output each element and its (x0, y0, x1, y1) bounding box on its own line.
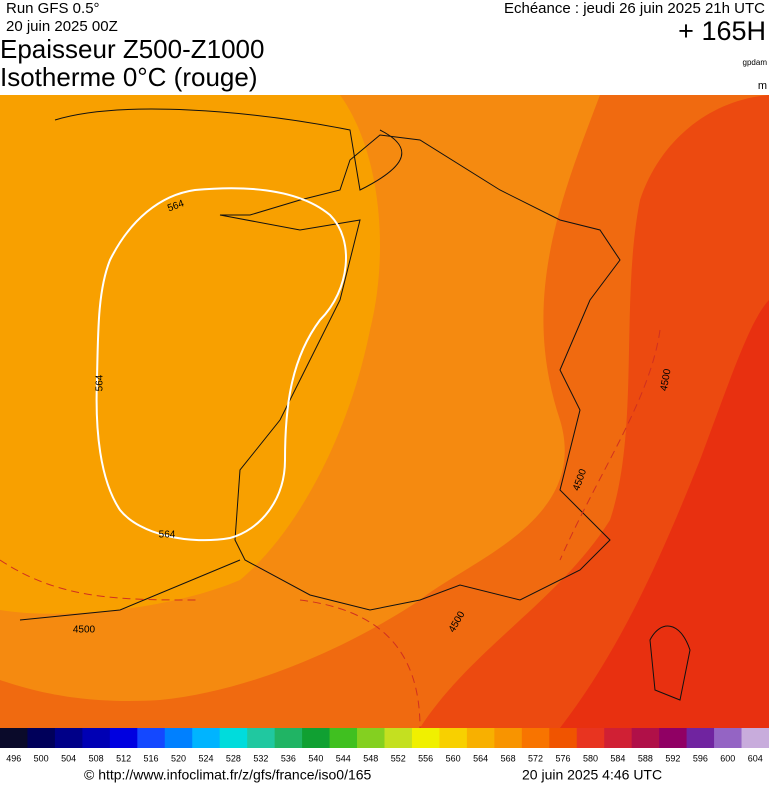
color-swatch (109, 728, 138, 748)
subtitle: Isotherme 0°C (rouge) (0, 62, 258, 92)
color-swatch (192, 728, 221, 748)
color-swatch (494, 728, 523, 748)
color-swatch (302, 728, 331, 748)
colorbar-label: 576 (556, 753, 571, 763)
color-swatch (0, 728, 28, 748)
color-swatch (686, 728, 715, 748)
colorbar-label: 504 (61, 753, 76, 763)
field (560, 300, 769, 728)
colorbar-label: 572 (528, 753, 543, 763)
colorbar-label: 540 (308, 753, 323, 763)
contour-label: 4500 (659, 368, 674, 392)
colorbar-label: 512 (116, 753, 131, 763)
color-swatch (576, 728, 605, 748)
colorbar-label: 520 (171, 753, 186, 763)
isotherm (0, 329, 661, 729)
colorbar-label: 532 (253, 753, 268, 763)
color-swatch (274, 728, 303, 748)
colorbar-label: 516 (144, 753, 159, 763)
field (0, 95, 380, 614)
coastline (19, 108, 691, 701)
color-swatch (329, 728, 358, 748)
run-date: 20 juin 2025 00Z (6, 18, 118, 35)
contour-label: 564 (159, 530, 176, 541)
color-swatch (659, 728, 688, 748)
color-swatch (357, 728, 385, 748)
color-swatch (164, 728, 193, 748)
contour-label: 4500 (73, 625, 96, 636)
colorbar-label: 496 (6, 753, 21, 763)
run: Run GFS 0.5° (6, 0, 100, 17)
color-swatch (247, 728, 276, 748)
color-swatch (82, 728, 111, 748)
colorbar-label: 584 (610, 753, 625, 763)
color-swatch (137, 728, 166, 748)
color-swatch (631, 728, 660, 748)
color-swatch (549, 728, 578, 748)
map: 564 564 564 4500 4500 4500 4500 (0, 95, 769, 729)
colorbar-label: 580 (583, 753, 598, 763)
colorbar-label: 596 (693, 753, 708, 763)
colorbar-label: 508 (89, 753, 104, 763)
unit: m (758, 80, 767, 92)
generated-time: 20 juin 2025 4:46 UTC (522, 767, 662, 783)
color-swatch (54, 728, 83, 748)
colorbar: 496 500 504 508 512 516 520 524 528 532 536 540 544 5… (0, 728, 769, 763)
lead: + 165H (678, 16, 766, 46)
contour-label: 564 (95, 374, 106, 391)
color-swatch (411, 728, 440, 748)
unit: gpdam (743, 58, 768, 67)
color-swatch (714, 728, 743, 748)
colorbar-label: 524 (198, 753, 213, 763)
colorbar-label: 552 (391, 753, 406, 763)
color-swatch (219, 728, 248, 748)
colorbar-label: 600 (720, 753, 735, 763)
color-swatch (439, 728, 468, 748)
colorbar-label: 604 (748, 753, 763, 763)
colorbar-label: 544 (336, 753, 351, 763)
color-swatch (521, 728, 550, 748)
colorbar-label: 560 (446, 753, 461, 763)
colorbar-label: 592 (665, 753, 680, 763)
colorbar-label: 568 (501, 753, 516, 763)
color-swatch (466, 728, 495, 748)
color-swatch (604, 728, 633, 748)
colorbar-label: 588 (638, 753, 653, 763)
color-swatch (27, 728, 56, 748)
colorbar-label: 500 (34, 753, 49, 763)
thickness-contour (95, 187, 347, 542)
valid-time: Echéance : jeudi 26 juin 2025 21h UTC (504, 0, 765, 17)
colorbar-label: 556 (418, 753, 433, 763)
colorbar-label: 536 (281, 753, 296, 763)
color-swatch (741, 728, 769, 748)
colorbar-label: 548 (363, 753, 378, 763)
source-url[interactable]: © http://www.infoclimat.fr/z/gfs/france/… (84, 767, 372, 783)
colorbar-label: 564 (473, 753, 488, 763)
color-swatch (384, 728, 413, 748)
colorbar-label: 528 (226, 753, 241, 763)
title: Epaisseur Z500-Z1000 (0, 34, 264, 64)
